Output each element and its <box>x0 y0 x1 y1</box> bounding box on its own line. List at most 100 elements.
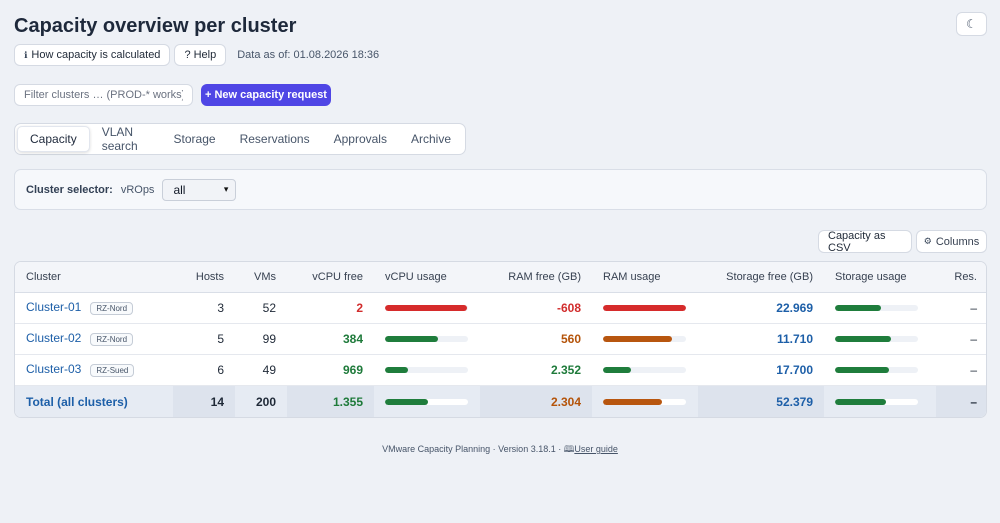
data-asof: Data as of: 01.08.2026 18:36 <box>237 49 380 61</box>
table-row[interactable]: Cluster-01 RZ-Nord 3 52 2 -608 22.969 – <box>15 292 986 324</box>
cluster-filter-input[interactable] <box>14 84 193 106</box>
usage-bar <box>385 335 468 342</box>
usage-bar <box>385 398 468 405</box>
col-ram-usage[interactable]: RAM usage <box>592 262 698 293</box>
gear-icon: ⚙ <box>923 236 932 246</box>
ram-usage-cell <box>592 354 698 386</box>
usage-bar-fill <box>835 398 887 405</box>
cluster-link[interactable]: Cluster-03 <box>26 362 82 377</box>
usage-bar <box>603 398 686 405</box>
theme-toggle-button[interactable]: ☾ <box>956 12 987 36</box>
total-label-cell: Total (all clusters) <box>15 385 173 417</box>
tab-capacity[interactable]: Capacity <box>17 126 90 152</box>
cluster-cell: Cluster-01 RZ-Nord <box>15 292 173 324</box>
usage-bar <box>835 304 918 311</box>
ram-usage-cell <box>592 292 698 324</box>
storage-usage-cell <box>824 292 936 324</box>
res-cell: – <box>936 323 986 355</box>
ram-usage-cell <box>592 323 698 355</box>
storage-free-cell: 11.710 <box>698 323 824 355</box>
tab-reservations[interactable]: Reservations <box>239 132 310 146</box>
chevron-down-icon: ▾ <box>223 184 229 194</box>
user-guide-link[interactable]: User guide <box>574 444 618 454</box>
cluster-select-value: all <box>173 182 186 197</box>
cluster-link[interactable]: Cluster-02 <box>26 331 82 346</box>
col-res[interactable]: Res. <box>936 262 986 293</box>
col-vms[interactable]: VMs <box>235 262 287 293</box>
cluster-cell: Cluster-03 RZ-Sued <box>15 354 173 386</box>
cluster-select[interactable]: all ▾ <box>162 178 237 201</box>
usage-bar <box>385 366 468 373</box>
usage-bar <box>603 304 686 311</box>
total-vms-cell: 200 <box>235 385 287 417</box>
vcpu-usage-cell <box>374 292 480 324</box>
table-row[interactable]: Cluster-02 RZ-Nord 5 99 384 560 11.710 – <box>15 323 986 355</box>
vcpu-free-cell: 969 <box>287 354 374 386</box>
cluster-link[interactable]: Cluster-01 <box>26 300 82 315</box>
col-storage-free[interactable]: Storage free (GB) <box>698 262 824 293</box>
vms-cell: 49 <box>235 354 287 386</box>
total-ram-usage-cell <box>592 385 698 417</box>
total-hosts-cell: 14 <box>173 385 235 417</box>
new-capacity-request-button[interactable]: + New capacity request <box>201 84 331 106</box>
info-row: ℹ How capacity is calculated ? Help Data… <box>14 44 379 66</box>
col-ram-free[interactable]: RAM free (GB) <box>480 262 592 293</box>
hosts-cell: 6 <box>173 354 235 386</box>
ram-free-cell: 560 <box>480 323 592 355</box>
total-storage-usage-cell <box>824 385 936 417</box>
capacity-csv-label: Capacity as CSV <box>828 229 886 254</box>
cluster-cell: Cluster-02 RZ-Nord <box>15 323 173 355</box>
res-cell: – <box>936 292 986 324</box>
table-row[interactable]: Cluster-03 RZ-Sued 6 49 969 2.352 17.700 … <box>15 354 986 386</box>
table-total-row: Total (all clusters) 14 200 1.355 2.304 … <box>15 385 986 417</box>
usage-bar-fill <box>385 304 468 311</box>
col-vcpu-usage[interactable]: vCPU usage <box>374 262 480 293</box>
help-label: ? Help <box>184 49 217 61</box>
storage-usage-cell <box>824 354 936 386</box>
cluster-selector-label: Cluster selector: <box>26 183 113 196</box>
usage-bar-fill <box>385 335 439 342</box>
usage-bar-fill <box>603 366 632 373</box>
total-res-cell: – <box>936 385 986 417</box>
hosts-cell: 5 <box>173 323 235 355</box>
how-capacity-calculated-button[interactable]: ℹ How capacity is calculated <box>14 44 171 66</box>
storage-free-cell: 17.700 <box>698 354 824 386</box>
book-icon: 🕮 <box>563 444 575 454</box>
page-title: Capacity overview per cluster <box>14 15 297 37</box>
vcpu-free-cell: 2 <box>287 292 374 324</box>
storage-free-cell: 22.969 <box>698 292 824 324</box>
usage-bar-fill <box>603 304 686 311</box>
usage-bar <box>603 335 686 342</box>
usage-bar <box>835 335 918 342</box>
capacity-csv-button[interactable]: Capacity as CSV <box>818 229 912 254</box>
selector-source: vROps <box>120 183 155 196</box>
storage-usage-cell <box>824 323 936 355</box>
info-icon: ℹ <box>24 49 28 60</box>
tab-approvals[interactable]: Approvals <box>333 132 387 146</box>
col-vcpu-free[interactable]: vCPU free <box>287 262 374 293</box>
col-cluster[interactable]: Cluster <box>15 262 173 293</box>
tab-storage[interactable]: Storage <box>173 132 216 146</box>
capacity-table-container: Cluster Hosts VMs vCPU free vCPU usage R… <box>14 261 987 418</box>
vcpu-free-cell: 384 <box>287 323 374 355</box>
usage-bar-fill <box>385 366 409 373</box>
tab-bar: Capacity VLAN search Storage Reservation… <box>14 123 466 155</box>
vcpu-usage-cell <box>374 323 480 355</box>
moon-icon: ☾ <box>966 17 977 31</box>
how-capacity-calculated-label: How capacity is calculated <box>31 49 161 61</box>
col-storage-usage[interactable]: Storage usage <box>824 262 936 293</box>
tab-archive[interactable]: Archive <box>410 132 451 146</box>
help-button[interactable]: ? Help <box>174 44 227 66</box>
total-storage-free-cell: 52.379 <box>698 385 824 417</box>
tab-vlan-search[interactable]: VLAN search <box>101 125 138 153</box>
usage-bar-fill <box>835 304 882 311</box>
footer: VMware Capacity Planning · Version 3.18.… <box>0 442 1000 458</box>
usage-bar-fill <box>835 335 891 342</box>
total-label: Total (all clusters) <box>26 394 128 409</box>
usage-bar-fill <box>385 398 429 405</box>
usage-bar <box>385 304 468 311</box>
ram-free-cell: -608 <box>480 292 592 324</box>
columns-button[interactable]: ⚙ Columns <box>916 230 987 253</box>
col-hosts[interactable]: Hosts <box>173 262 235 293</box>
vms-cell: 52 <box>235 292 287 324</box>
